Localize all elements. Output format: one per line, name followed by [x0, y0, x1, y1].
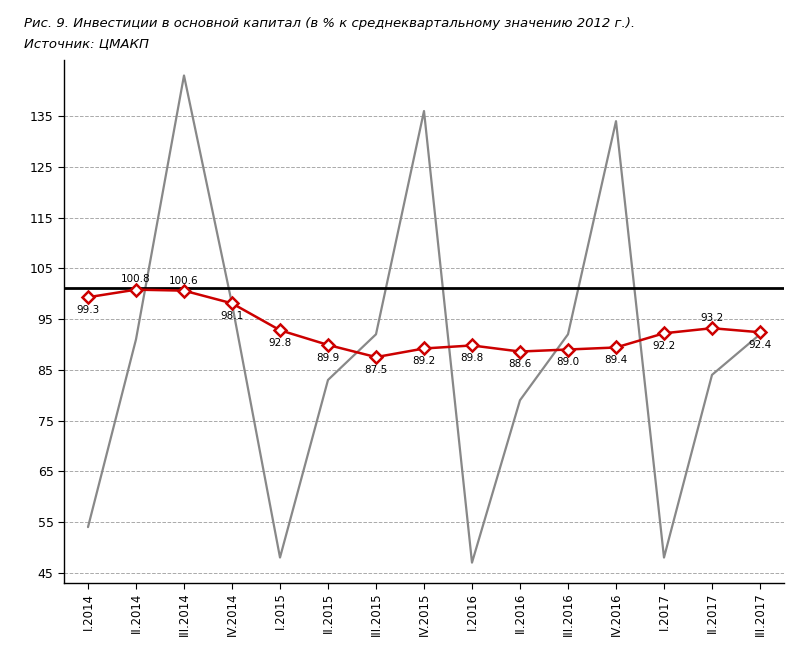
Text: 89.9: 89.9 [316, 352, 340, 362]
Text: 99.3: 99.3 [76, 305, 100, 315]
Text: 92.2: 92.2 [652, 341, 676, 351]
Text: Рис. 9. Инвестиции в основной капитал (в % к среднеквартальному значению 2012 г.: Рис. 9. Инвестиции в основной капитал (в… [24, 17, 635, 29]
Text: 89.2: 89.2 [412, 356, 436, 366]
Text: 100.8: 100.8 [121, 275, 151, 285]
Text: 89.0: 89.0 [557, 357, 579, 367]
Text: 92.4: 92.4 [748, 340, 772, 350]
Text: 98.1: 98.1 [220, 311, 244, 321]
Text: 92.8: 92.8 [268, 338, 292, 348]
Text: 89.8: 89.8 [460, 353, 484, 363]
Text: 88.6: 88.6 [508, 359, 532, 369]
Text: 87.5: 87.5 [364, 364, 388, 375]
Text: 89.4: 89.4 [604, 355, 628, 365]
Text: 93.2: 93.2 [700, 313, 724, 323]
Text: Источник: ЦМАКП: Источник: ЦМАКП [24, 37, 149, 50]
Text: 100.6: 100.6 [169, 275, 199, 285]
